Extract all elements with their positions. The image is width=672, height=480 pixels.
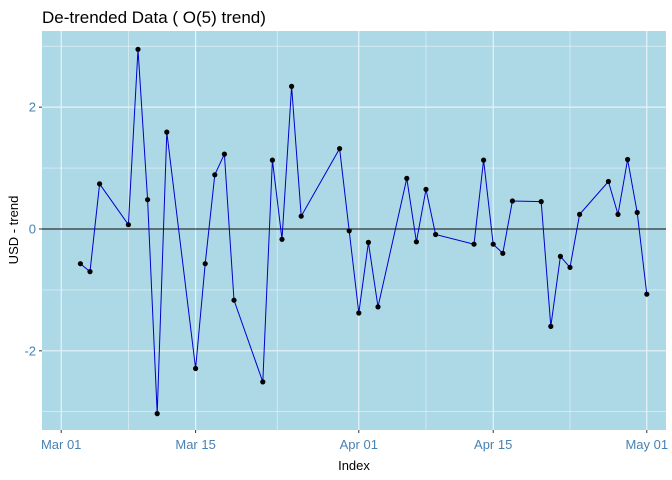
data-point [538, 199, 544, 205]
data-point [423, 186, 429, 192]
y-tick-label: 0 [29, 221, 36, 236]
data-point [471, 241, 477, 247]
chart-title: De-trended Data ( O(5) trend) [42, 8, 266, 27]
data-point [404, 175, 410, 181]
data-point [433, 231, 439, 238]
data-point [298, 213, 304, 219]
data-point [193, 365, 199, 372]
data-point [605, 178, 612, 185]
x-tick-label: Mar 01 [41, 437, 81, 452]
data-point [644, 291, 650, 297]
x-tick-label: May 01 [625, 437, 668, 452]
data-point [356, 310, 362, 316]
x-tick-label: Apr 15 [474, 437, 512, 452]
plot-panel [42, 31, 666, 430]
data-point [260, 379, 266, 385]
y-tick-label: 2 [29, 100, 36, 115]
data-point [97, 181, 103, 187]
y-tick-label: -2 [24, 343, 36, 358]
data-point [212, 172, 218, 178]
data-point [269, 157, 275, 163]
data-point [413, 239, 419, 245]
data-point [221, 151, 227, 157]
data-point [557, 253, 564, 259]
y-axis-label: USD - trend [6, 196, 21, 265]
data-point [337, 146, 343, 152]
data-point [634, 209, 640, 216]
data-point [135, 46, 141, 52]
data-point [375, 304, 381, 310]
data-point [125, 222, 131, 228]
data-point [625, 156, 631, 163]
data-point [365, 239, 371, 245]
data-point [231, 297, 237, 303]
x-tick-label: Apr 01 [340, 437, 378, 452]
data-point [500, 250, 506, 256]
data-point [615, 211, 621, 217]
data-point [202, 261, 208, 267]
data-point [490, 241, 496, 247]
data-point [154, 411, 160, 417]
data-point [164, 129, 170, 135]
y-axis: -2 0 2 [24, 100, 42, 358]
data-point [145, 197, 151, 203]
data-point [577, 211, 583, 217]
data-point [548, 323, 554, 329]
data-point [567, 264, 573, 270]
series-points [77, 46, 650, 417]
x-tick-label: Mar 15 [175, 437, 215, 452]
data-point [346, 228, 352, 234]
data-point [279, 236, 285, 242]
data-point [509, 198, 515, 204]
x-axis-label: Index [338, 458, 370, 473]
data-point [289, 83, 295, 89]
data-point [77, 261, 83, 267]
x-axis: Mar 01 Mar 15 Apr 01 Apr 15 May 01 [41, 430, 668, 452]
data-point [481, 157, 487, 163]
data-point [87, 269, 93, 275]
